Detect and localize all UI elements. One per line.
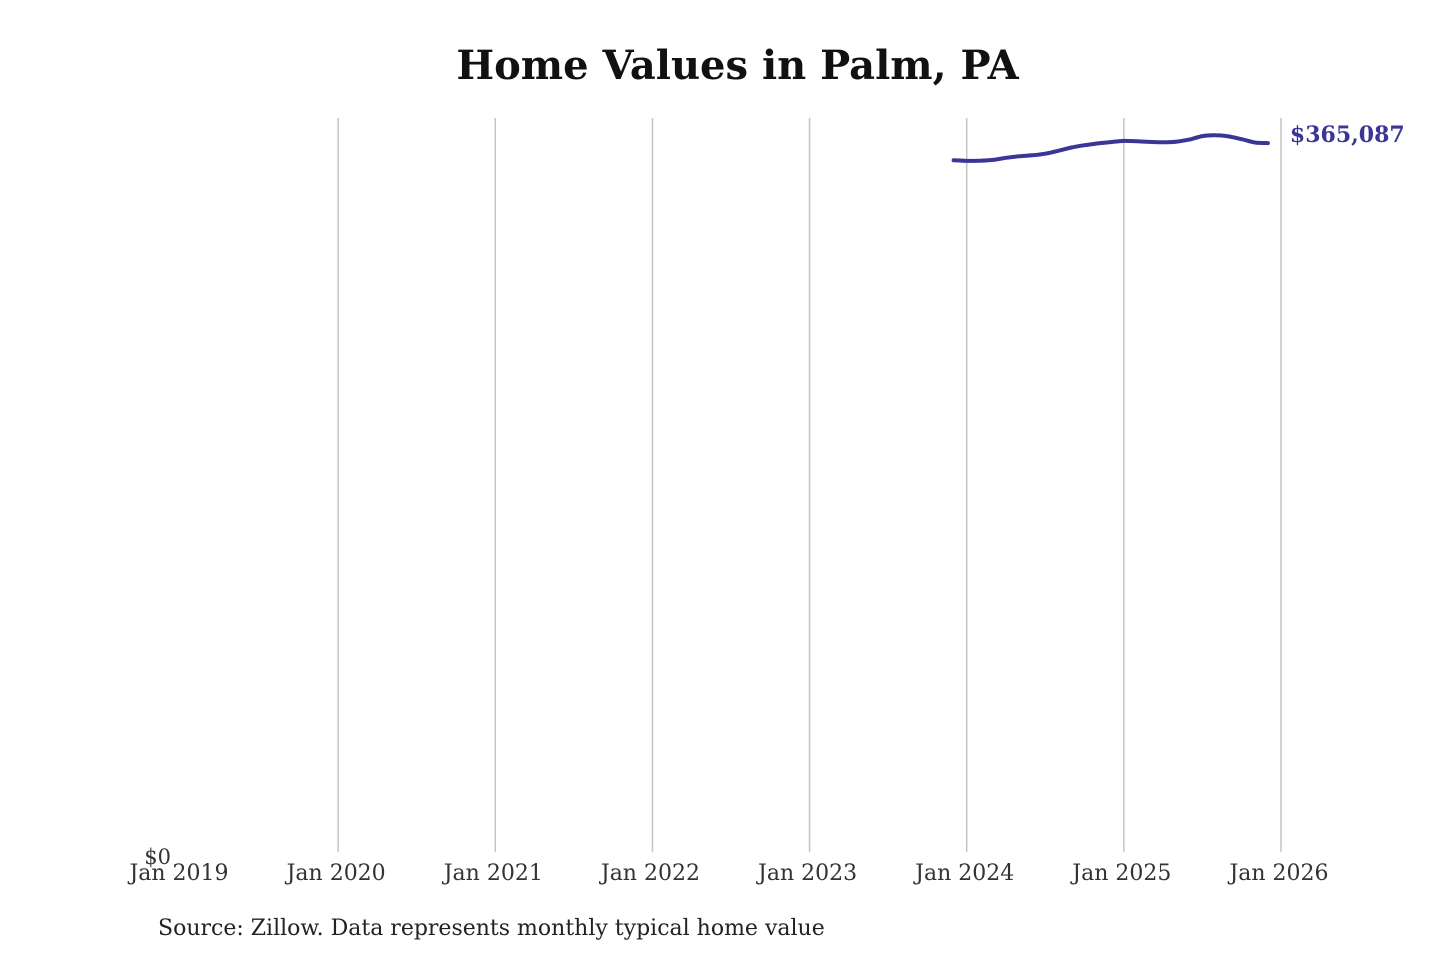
x-tick-label: Jan 2020 — [285, 861, 386, 886]
x-axis-ticks: Jan 2019 Jan 2020 Jan 2021 Jan 2022 Jan 2023… — [127, 861, 1328, 886]
source-note: Source: Zillow. Data represents monthly … — [158, 916, 825, 941]
y-tick-label: $0 — [144, 845, 171, 869]
x-tick-label: Jan 2024 — [913, 861, 1014, 886]
x-tick-label: Jan 2021 — [442, 861, 543, 886]
x-tick-label: Jan 2019 — [127, 861, 228, 886]
chart-title: Home Values in Palm, PA — [456, 42, 1019, 89]
y-axis-ticks: $0 — [144, 845, 171, 869]
series-line-home-value — [951, 133, 1270, 163]
x-tick-label: Jan 2025 — [1070, 861, 1171, 886]
x-tick-label: Jan 2023 — [756, 861, 857, 886]
x-tick-label: Jan 2022 — [599, 861, 700, 886]
end-value-label: $365,087 — [1290, 122, 1405, 148]
grid-lines — [337, 118, 1282, 852]
x-tick-label: Jan 2026 — [1227, 861, 1328, 886]
